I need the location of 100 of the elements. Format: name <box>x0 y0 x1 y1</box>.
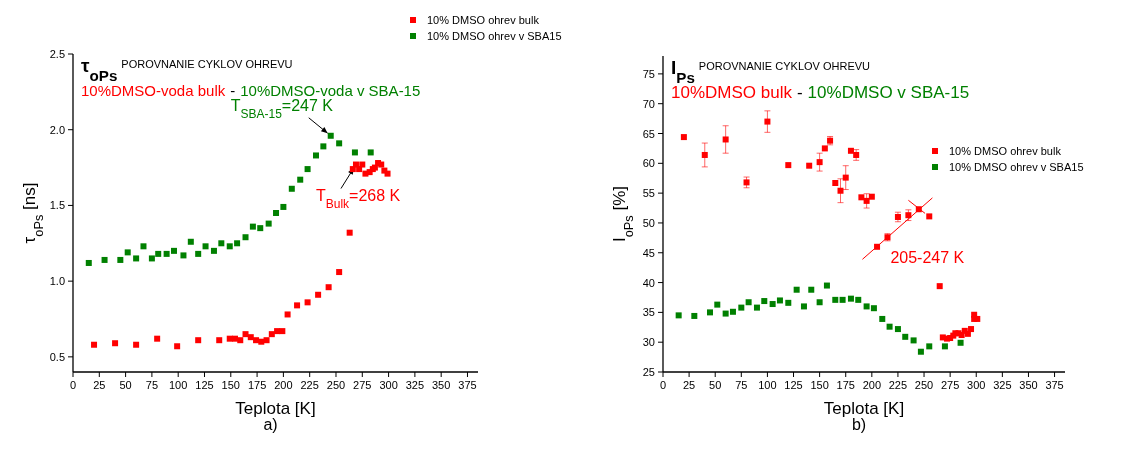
annotation: 10%DMSO-voda v SBA-15 <box>240 82 421 99</box>
legend-label: 10% DMSO ohrev bulk <box>427 14 540 26</box>
x-tick-label: 0 <box>659 379 667 391</box>
point <box>722 136 729 143</box>
chart-title: I$_{Ps}$ <box>671 57 695 86</box>
y-tick-label: 40 <box>642 276 655 289</box>
x-tick-label: 350 <box>1019 379 1038 391</box>
point <box>968 326 975 333</box>
point <box>691 312 698 319</box>
point <box>85 259 92 266</box>
legend-label: 10% DMSO ohrev bulk <box>949 145 1062 157</box>
point <box>170 247 177 254</box>
point <box>917 348 924 355</box>
point <box>304 299 311 306</box>
point <box>847 295 854 302</box>
annotation: - <box>230 82 236 99</box>
point <box>680 134 687 141</box>
y-tick-label: 45 <box>642 246 655 259</box>
point <box>247 334 254 341</box>
point <box>273 210 280 216</box>
point <box>816 299 823 306</box>
point <box>133 341 140 348</box>
point <box>257 225 264 232</box>
x-tick-label: 75 <box>735 379 748 391</box>
point <box>858 194 865 201</box>
x-tick-label: 50 <box>119 379 132 391</box>
point <box>226 243 233 250</box>
x-tick-label: 150 <box>221 379 240 391</box>
y-tick-label: 0.5 <box>49 350 65 363</box>
point <box>234 240 241 247</box>
point <box>210 247 217 254</box>
point <box>839 296 846 303</box>
text: b) <box>851 416 867 433</box>
x-tick-label: 250 <box>914 379 934 391</box>
x-tick-label: 125 <box>195 379 214 391</box>
point <box>112 340 119 347</box>
point <box>304 166 311 173</box>
point <box>351 149 358 156</box>
point <box>793 286 800 293</box>
point <box>910 337 917 344</box>
point <box>279 328 286 335</box>
y-tick-label: 70 <box>642 97 655 110</box>
point <box>902 333 909 340</box>
point <box>761 298 768 305</box>
y-tick-label: 65 <box>642 127 655 140</box>
point <box>706 309 713 316</box>
point <box>117 256 124 263</box>
point <box>280 203 287 210</box>
point <box>133 255 140 262</box>
point <box>675 312 682 319</box>
point <box>926 213 933 220</box>
chart-subtitle: POROVNANIE CYKLOV OHREVU <box>698 60 871 72</box>
x-tick-label: 150 <box>810 379 829 391</box>
point <box>237 337 244 344</box>
point <box>769 301 776 308</box>
point <box>941 343 948 350</box>
point <box>284 311 291 318</box>
point <box>837 187 844 194</box>
point <box>265 220 272 227</box>
x-axis-title: Teplota [K] <box>235 399 316 418</box>
annotation: T$_{SBA-15}$=247 K <box>230 96 334 121</box>
point <box>870 305 877 312</box>
point <box>155 250 162 257</box>
x-tick-label: 275 <box>353 379 372 391</box>
point <box>297 176 304 183</box>
point <box>148 255 155 262</box>
y-tick-label: 50 <box>642 216 655 229</box>
point <box>268 331 275 338</box>
point <box>346 229 353 236</box>
point <box>863 197 870 204</box>
x-tick-label: 50 <box>709 379 722 391</box>
point <box>753 304 760 311</box>
x-tick-label: 200 <box>862 379 882 391</box>
legend-label: 10% DMSO ohrev v SBA15 <box>427 30 562 42</box>
y-tick-label: 75 <box>642 67 655 80</box>
annotation: 10%DMSO bulk <box>671 83 793 102</box>
point <box>320 143 327 150</box>
point <box>294 302 301 309</box>
point <box>313 152 319 159</box>
point <box>745 299 752 306</box>
annotation: T$_{Bulk}$=268 K <box>315 186 401 211</box>
point <box>367 149 374 156</box>
x-tick-label: 75 <box>145 379 159 391</box>
point <box>886 323 893 330</box>
point <box>776 297 783 304</box>
annotation: 10%DMSO-voda bulk <box>81 82 226 99</box>
x-tick-label: 275 <box>940 379 960 391</box>
point <box>327 132 334 139</box>
x-tick-label: 175 <box>247 379 267 391</box>
x-tick-label: 100 <box>758 379 777 391</box>
point <box>288 185 295 192</box>
x-tick-label: 100 <box>169 379 188 391</box>
y-tick-label: 2.0 <box>49 123 65 136</box>
y-tick-label: 60 <box>642 157 655 170</box>
x-tick-label: 200 <box>274 379 293 391</box>
point <box>936 283 943 290</box>
point <box>242 234 249 241</box>
point <box>957 339 964 346</box>
point <box>202 243 209 250</box>
point <box>124 249 131 256</box>
